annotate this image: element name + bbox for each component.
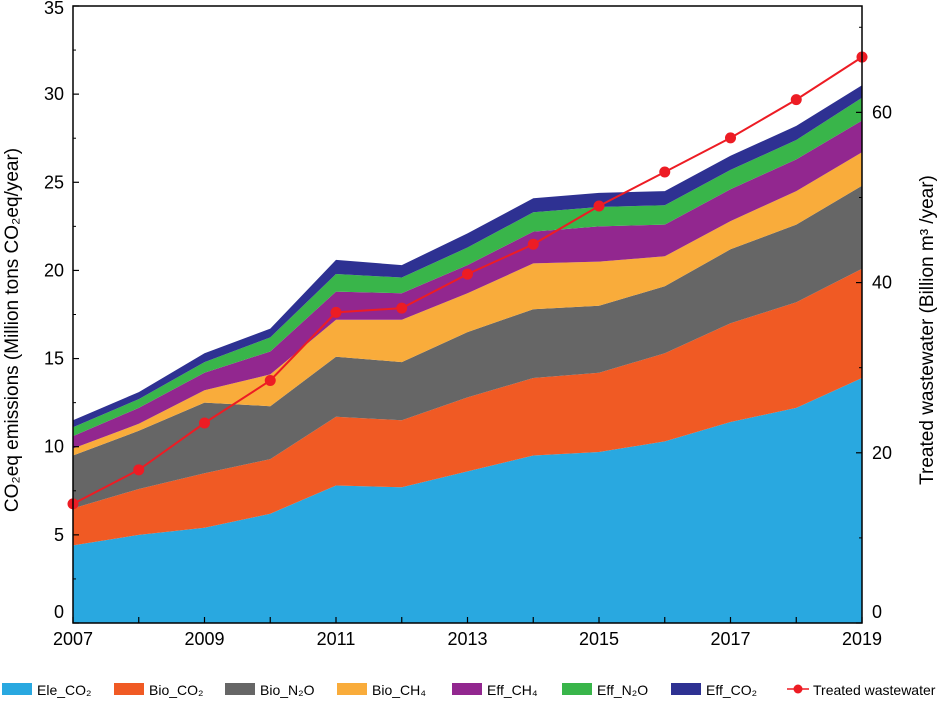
- y-tick-label: 25: [44, 172, 64, 192]
- legend-swatch: [671, 683, 701, 695]
- treated-wastewater-point: [725, 132, 736, 144]
- x-tick-label: 2013: [447, 629, 487, 649]
- x-axis: 2007 2009 2011 2013 2015 2017 2019: [53, 617, 882, 649]
- y-tick-label: 20: [44, 260, 64, 280]
- treated-wastewater-point: [264, 374, 276, 386]
- area-series-1: [73, 268, 862, 546]
- x-tick-label: 2015: [579, 629, 619, 649]
- legend-label: Eff_CO₂: [706, 682, 757, 698]
- y2-tick-label: 0: [872, 602, 882, 622]
- legend-swatch: [2, 683, 32, 695]
- y-tick-label: 15: [44, 349, 64, 369]
- legend-swatch: [452, 683, 482, 695]
- treated-wastewater-point: [593, 200, 605, 212]
- y2-tick-label: 60: [872, 102, 892, 122]
- right-y-axis: 0 20 40 60: [856, 26, 892, 624]
- left-y-axis: 0 5 10 15 20 25 30 35: [44, 0, 79, 624]
- legend-label: Eff_CH₄: [487, 682, 538, 698]
- legend-label: Treated wastewater: [813, 682, 936, 698]
- legend-swatch: [562, 683, 592, 695]
- legend-label: Bio_CH₄: [372, 682, 426, 698]
- right-y-axis-label: Treated wastewater (Billion m³ /year): [917, 175, 938, 485]
- area-layers: [73, 85, 862, 623]
- x-tick-label: 2019: [842, 629, 882, 649]
- treated-wastewater-point: [199, 417, 210, 429]
- y2-tick-label: 20: [872, 443, 892, 463]
- treated-wastewater-point: [396, 302, 408, 314]
- legend-marker: [793, 684, 803, 694]
- treated-wastewater-point: [330, 306, 342, 318]
- legend-label: Bio_CO₂: [149, 682, 203, 698]
- area-series-4: [73, 120, 862, 449]
- treated-wastewater-point: [790, 94, 802, 106]
- legend-label: Bio_N₂O: [260, 682, 315, 698]
- y-tick-label: 5: [54, 525, 64, 545]
- x-tick-label: 2009: [184, 629, 224, 649]
- y-tick-label: 0: [54, 602, 64, 622]
- x-tick-label: 2007: [53, 629, 93, 649]
- area-series-0: [73, 378, 862, 623]
- y-tick-label: 10: [44, 437, 64, 457]
- legend-swatch: [337, 683, 367, 695]
- y-tick-label: 30: [44, 84, 64, 104]
- treated-wastewater-point: [133, 464, 145, 476]
- legend-swatch: [225, 683, 255, 695]
- treated-wastewater-point: [527, 238, 539, 250]
- treated-wastewater-point: [659, 166, 671, 178]
- legend-label: Ele_CO₂: [37, 682, 91, 698]
- area-series-2: [73, 185, 862, 509]
- x-tick-label: 2011: [317, 629, 356, 649]
- area-series-5: [73, 97, 862, 437]
- legend-swatch: [114, 683, 144, 695]
- treated-wastewater-point: [462, 268, 473, 280]
- legend-label: Eff_N₂O: [597, 682, 648, 698]
- left-y-axis-label: CO₂eq emissions (Million tons CO₂eq/year…: [2, 148, 23, 512]
- y-tick-label: 35: [44, 0, 64, 18]
- y2-tick-label: 40: [872, 273, 892, 293]
- x-tick-label: 2017: [710, 629, 750, 649]
- legend: Ele_CO₂ Bio_CO₂ Bio_N₂O Bio_CH₄ Eff_CH₄ Eff_N…: [2, 682, 936, 698]
